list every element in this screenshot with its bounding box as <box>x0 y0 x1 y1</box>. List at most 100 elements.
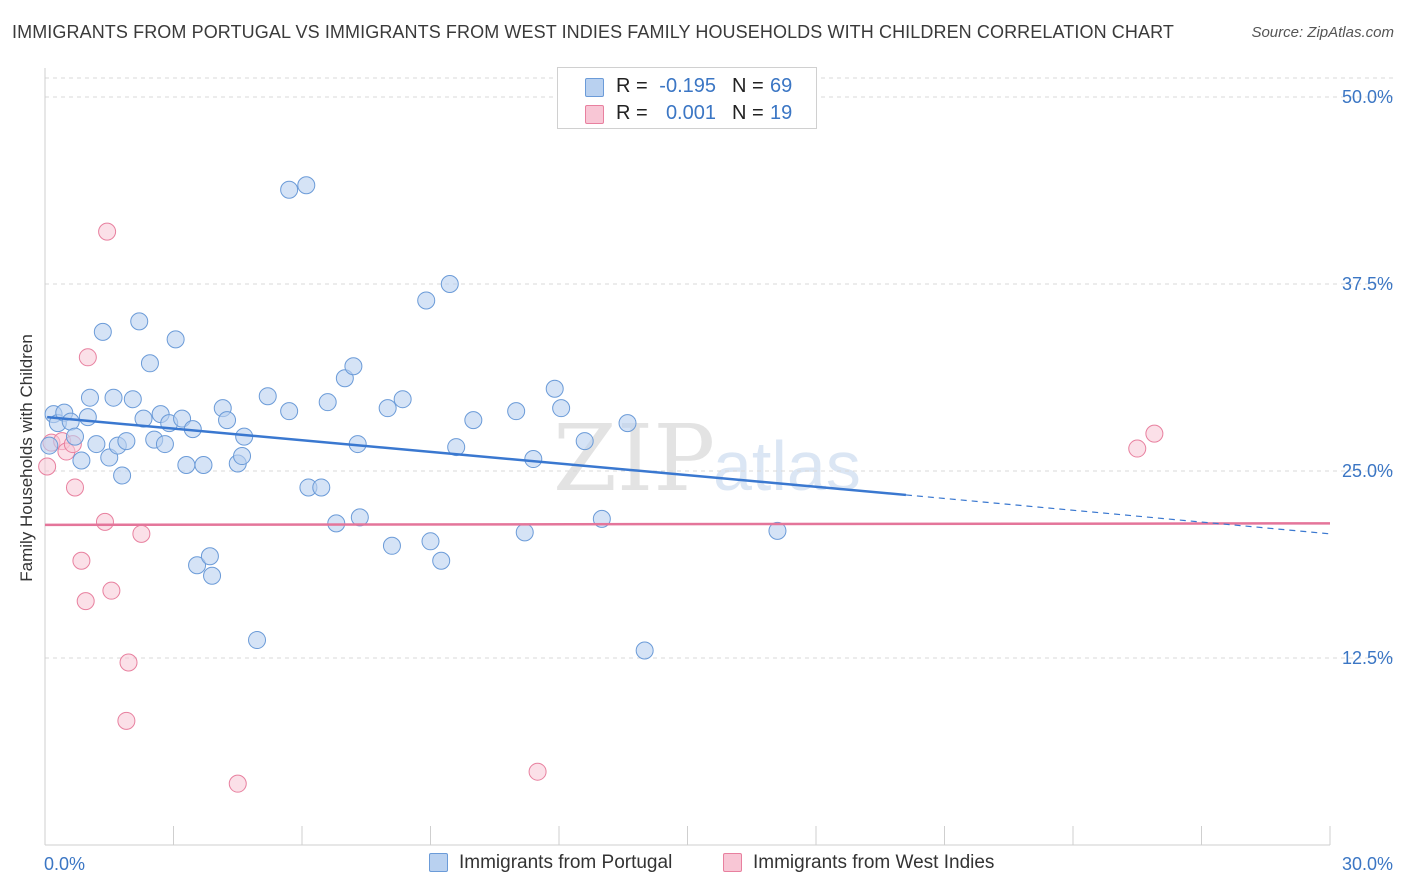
legend-row-west-indies: R = 0.001 N = 19 <box>558 102 816 128</box>
west-indies-trendline <box>44 522 1331 527</box>
portugal-point <box>393 390 412 409</box>
chart-title: IMMIGRANTS FROM PORTUGAL VS IMMIGRANTS F… <box>12 22 1174 42</box>
n-value: 69 <box>770 75 793 97</box>
portugal-point <box>130 312 149 331</box>
portugal-swatch <box>585 78 604 97</box>
trend-lines <box>44 415 1331 535</box>
portugal-point <box>545 379 564 398</box>
y-tick-label: 50.0% <box>1342 87 1393 107</box>
gridlines <box>45 77 1393 659</box>
portugal-point <box>618 414 637 433</box>
portugal-point <box>218 411 237 430</box>
portugal-point <box>280 402 299 421</box>
west-indies-point <box>132 524 151 543</box>
portugal-point <box>464 411 483 430</box>
portugal-point <box>382 536 401 555</box>
portugal-point <box>78 408 97 427</box>
west-indies-point <box>76 592 95 611</box>
portugal-point <box>194 456 213 475</box>
west-indies-swatch <box>723 853 742 872</box>
watermark-atlas: atlas <box>713 427 861 505</box>
portugal-point <box>344 357 363 376</box>
portugal-point <box>166 330 185 349</box>
legend-label: Immigrants from West Indies <box>753 852 995 873</box>
portugal-point <box>258 387 277 406</box>
portugal-point <box>440 275 459 293</box>
west-indies-point <box>228 774 247 793</box>
portugal-point <box>768 521 787 540</box>
portugal-point <box>123 390 142 409</box>
west-indies-point <box>38 457 57 476</box>
portugal-point <box>72 451 91 470</box>
watermark: ZIP atlas <box>553 405 861 512</box>
r-value: -0.195 <box>659 75 716 97</box>
west-indies-point <box>528 762 547 781</box>
legend-label: Immigrants from Portugal <box>459 852 673 873</box>
portugal-point <box>93 322 112 341</box>
portugal-point <box>233 447 252 466</box>
west-indies-point <box>72 551 91 570</box>
west-indies-point <box>78 348 97 367</box>
portugal-point <box>524 450 543 469</box>
portugal-point <box>80 388 99 407</box>
west-indies-swatch <box>585 105 604 124</box>
portugal-point <box>635 641 654 660</box>
x-tick-label: 0.0% <box>44 854 85 874</box>
r-value: 0.001 <box>665 102 716 124</box>
axes <box>44 68 1331 846</box>
portugal-point <box>378 399 397 418</box>
y-tick-label: 37.5% <box>1342 274 1393 294</box>
west-indies-point <box>119 653 138 672</box>
portugal-point <box>188 556 207 575</box>
r-label: R = <box>616 102 648 124</box>
portugal-point <box>113 466 132 485</box>
legend-row-portugal: R = -0.195 N = 69 <box>558 75 816 101</box>
portugal-point <box>61 412 80 431</box>
west-indies-point <box>1145 424 1164 443</box>
portugal-point <box>104 388 123 407</box>
n-label: N = <box>732 102 764 124</box>
portugal-trendline <box>47 415 907 497</box>
portugal-trendline-projection <box>905 494 1331 535</box>
portugal-point <box>515 523 534 542</box>
west-indies-point <box>1128 439 1147 458</box>
portugal-point <box>312 478 331 497</box>
portugal-point <box>507 402 526 421</box>
portugal-point <box>297 176 316 195</box>
portugal-point <box>140 354 159 373</box>
portugal-point <box>575 432 594 451</box>
portugal-point <box>65 427 84 446</box>
n-label: N = <box>732 75 764 97</box>
west-indies-point <box>98 222 117 241</box>
west-indies-point <box>95 512 114 531</box>
portugal-point <box>203 566 222 585</box>
portugal-point <box>200 547 219 566</box>
portugal-point <box>447 438 466 457</box>
portugal-point <box>350 508 369 527</box>
portugal-point <box>87 435 106 454</box>
west-indies-point <box>117 711 136 730</box>
portugal-point <box>248 631 267 650</box>
portugal-point <box>417 291 436 310</box>
r-label: R = <box>616 75 648 97</box>
portugal-point <box>177 456 196 475</box>
y-tick-label: 12.5% <box>1342 648 1393 668</box>
tick-labels: 12.5% 25.0% 37.5% 50.0% 0.0% 30.0% <box>44 87 1393 874</box>
portugal-point <box>318 393 337 412</box>
portugal-point <box>421 532 440 551</box>
portugal-point <box>117 432 136 451</box>
portugal-point <box>280 180 299 199</box>
west-indies-point <box>65 478 84 497</box>
portugal-swatch <box>429 853 448 872</box>
portugal-points <box>40 176 787 660</box>
x-tick-label: 30.0% <box>1342 854 1393 874</box>
source-credit: Source: ZipAtlas.com <box>1251 24 1394 41</box>
correlation-legend: R = -0.195 N = 69 R = 0.001 N = 19 <box>557 67 817 129</box>
portugal-point <box>155 435 174 454</box>
portugal-point <box>552 399 571 418</box>
y-tick-label: 25.0% <box>1342 461 1393 481</box>
portugal-point <box>40 436 59 455</box>
portugal-point <box>134 409 153 428</box>
west-indies-point <box>102 581 121 600</box>
